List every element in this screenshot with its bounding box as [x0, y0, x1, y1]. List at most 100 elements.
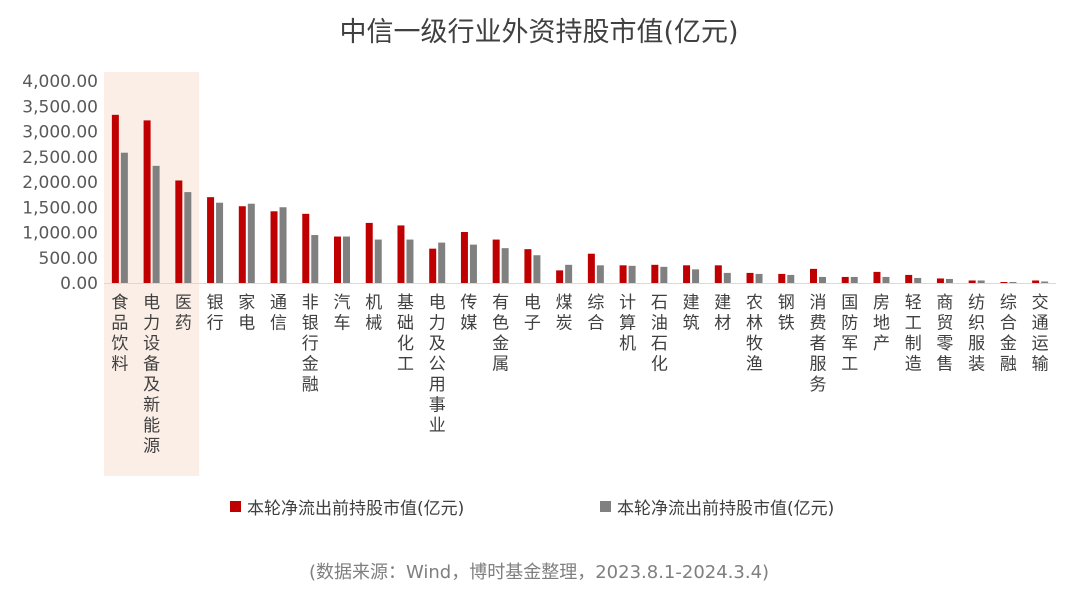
x-category-label: 交通运输 — [1032, 293, 1049, 375]
bar-series-2 — [660, 266, 668, 283]
bar-series-2 — [279, 207, 287, 283]
x-category-label: 综合 — [587, 293, 604, 334]
x-category-label: 传媒 — [460, 293, 477, 334]
x-category-label: 综合金融 — [1000, 293, 1017, 375]
x-category-label: 电力及公用事业 — [429, 293, 446, 436]
bar-series-2 — [723, 272, 731, 283]
bar-series-2 — [311, 235, 319, 283]
bar-series-2 — [216, 202, 224, 283]
bar-series-2 — [438, 242, 446, 283]
x-category-label: 机械 — [365, 293, 382, 334]
x-category-label: 基础化工 — [397, 293, 414, 375]
legend: 本轮净流出前持股市值(亿元) 本轮净流出前持股市值(亿元) — [0, 494, 1078, 520]
y-tick-label: 3,000.00 — [22, 123, 98, 143]
bar-series-1 — [238, 206, 246, 283]
bar-series-1 — [810, 268, 817, 283]
bar-series-2 — [374, 239, 382, 283]
highlight-band — [104, 72, 200, 476]
x-category-label: 商贸零售 — [936, 293, 953, 375]
bar-series-2 — [819, 276, 826, 283]
x-category-label: 消费者服务 — [810, 293, 827, 395]
bar-series-1 — [429, 248, 437, 283]
x-category-label: 家电 — [238, 293, 255, 334]
bar-series-2 — [1041, 281, 1049, 283]
x-category-label: 银行 — [207, 293, 224, 334]
bar-series-2 — [945, 278, 953, 283]
legend-label-series-2: 本轮净流出前持股市值(亿元) — [617, 499, 835, 519]
y-tick-label: 1,500.00 — [22, 198, 98, 218]
x-category-label: 计算机 — [619, 293, 636, 354]
x-category-label: 医药 — [175, 293, 192, 334]
y-tick-label: 4,000.00 — [22, 72, 98, 92]
bar-series-2 — [247, 203, 255, 283]
bar-series-2 — [628, 265, 636, 283]
y-tick-label: 3,500.00 — [22, 97, 98, 117]
bar-series-1 — [1000, 281, 1008, 283]
bar-series-2 — [787, 274, 795, 283]
bar-series-2 — [184, 192, 192, 283]
bar-series-1 — [111, 114, 119, 284]
bar-series-1 — [556, 270, 564, 283]
x-category-label: 钢铁 — [778, 293, 795, 334]
bar-series-1 — [524, 249, 532, 283]
x-category-label: 非银行金融 — [302, 293, 319, 395]
bar-series-2 — [120, 152, 128, 283]
bar-series-1 — [365, 222, 373, 283]
x-category-label: 有色金属 — [492, 293, 509, 375]
bar-series-1 — [175, 180, 183, 283]
y-tick-label: 0.00 — [60, 274, 98, 294]
bar-series-2 — [914, 277, 922, 283]
x-category-label: 汽车 — [334, 293, 351, 334]
bar-series-1 — [302, 213, 310, 283]
bar-series-1 — [968, 280, 976, 283]
x-category-label: 房地产 — [873, 293, 890, 354]
x-category-label: 轻工制造 — [905, 293, 922, 375]
bar-series-2 — [850, 276, 858, 283]
x-category-label: 煤炭 — [556, 293, 573, 334]
bar-series-2 — [596, 265, 604, 283]
bar-series-1 — [714, 265, 722, 283]
bar-series-1 — [334, 236, 341, 283]
bar-series-1 — [651, 264, 659, 283]
x-category-label: 石油石化 — [651, 293, 668, 375]
bar-series-2 — [882, 276, 890, 283]
bar-series-2 — [501, 248, 509, 283]
bar-series-1 — [619, 265, 627, 283]
bar-series-1 — [746, 272, 754, 283]
x-category-label: 电子 — [524, 293, 541, 334]
chart-title: 中信一级行业外资持股市值(亿元) — [339, 17, 739, 48]
y-tick-label: 2,000.00 — [22, 173, 98, 193]
x-category-label: 国防军工 — [841, 293, 858, 375]
x-category-label: 农林牧渔 — [746, 293, 763, 375]
bar-series-1 — [143, 120, 151, 283]
y-tick-label: 500.00 — [39, 249, 98, 269]
bar-series-1 — [270, 211, 278, 283]
bar-series-1 — [683, 265, 691, 283]
x-category-label: 电力设备及新能源 — [143, 293, 160, 457]
bar-series-2 — [469, 244, 477, 283]
bar-series-1 — [207, 197, 215, 283]
legend-item-series-1: 本轮净流出前持股市值(亿元) — [230, 494, 464, 519]
x-category-label: 食品饮料 — [111, 293, 128, 375]
bar-series-2 — [533, 255, 541, 283]
legend-swatch-gray — [600, 501, 611, 512]
bar-series-1 — [905, 274, 913, 283]
bar-series-1 — [587, 253, 595, 283]
bar-series-2 — [343, 236, 350, 283]
x-category-label: 纺织服装 — [968, 293, 985, 375]
legend-item-series-2: 本轮净流出前持股市值(亿元) — [600, 494, 834, 519]
x-category-label: 建筑 — [683, 293, 700, 334]
x-category-label: 建材 — [714, 293, 731, 334]
source-note: (数据来源：Wind，博时基金整理，2023.8.1-2024.3.4) — [308, 562, 770, 583]
bar-series-1 — [492, 239, 500, 283]
y-tick-label: 2,500.00 — [22, 148, 98, 168]
bar-series-1 — [1032, 280, 1040, 283]
bar-series-2 — [692, 269, 700, 283]
bar-series-1 — [460, 231, 468, 283]
bar-series-1 — [873, 271, 881, 283]
bar-series-2 — [565, 264, 573, 283]
legend-swatch-red — [230, 501, 241, 512]
bar-series-2 — [152, 165, 160, 283]
bar-series-1 — [397, 225, 405, 283]
